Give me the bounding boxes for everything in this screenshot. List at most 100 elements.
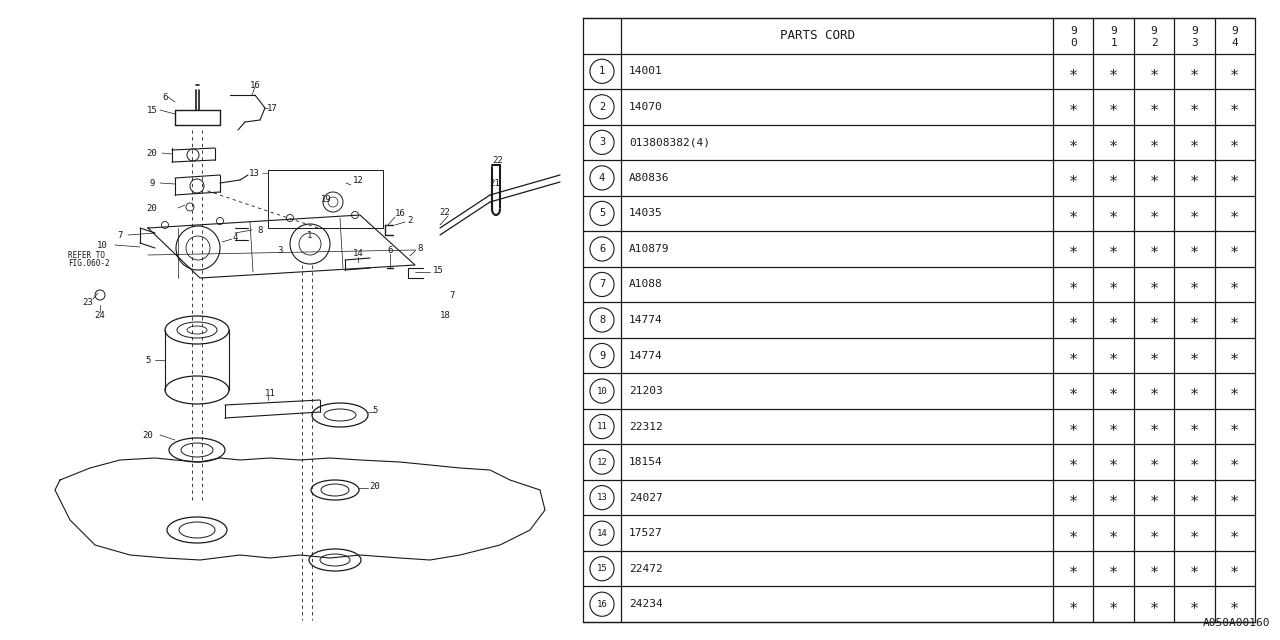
- Text: 10: 10: [96, 241, 108, 250]
- Text: 13: 13: [250, 168, 260, 177]
- Text: ∗: ∗: [1190, 454, 1199, 470]
- Text: ∗: ∗: [1149, 383, 1158, 399]
- Text: 14774: 14774: [628, 315, 663, 325]
- Text: ∗: ∗: [1149, 454, 1158, 470]
- Text: FIG.060-2: FIG.060-2: [68, 259, 110, 268]
- Text: 7: 7: [118, 230, 123, 239]
- Text: 16: 16: [394, 209, 406, 218]
- Text: ∗: ∗: [1069, 383, 1078, 399]
- Text: 15: 15: [596, 564, 608, 573]
- Text: ∗: ∗: [1108, 454, 1119, 470]
- Text: ∗: ∗: [1069, 312, 1078, 328]
- Text: ∗: ∗: [1069, 561, 1078, 576]
- Text: ∗: ∗: [1108, 419, 1119, 434]
- Text: 2: 2: [407, 216, 412, 225]
- Text: ∗: ∗: [1190, 419, 1199, 434]
- Text: ∗: ∗: [1190, 241, 1199, 257]
- Text: ∗: ∗: [1108, 277, 1119, 292]
- Text: 17: 17: [266, 104, 278, 113]
- Text: ∗: ∗: [1149, 99, 1158, 115]
- Text: 20: 20: [147, 148, 157, 157]
- Text: ∗: ∗: [1069, 170, 1078, 186]
- Text: ∗: ∗: [1149, 135, 1158, 150]
- Text: REFER TO: REFER TO: [68, 250, 105, 259]
- Text: 14774: 14774: [628, 351, 663, 360]
- Text: ∗: ∗: [1230, 454, 1239, 470]
- Text: 3: 3: [599, 138, 605, 147]
- Text: ∗: ∗: [1190, 64, 1199, 79]
- Text: ∗: ∗: [1190, 170, 1199, 186]
- Text: ∗: ∗: [1190, 348, 1199, 363]
- Text: ∗: ∗: [1149, 348, 1158, 363]
- Text: ∗: ∗: [1230, 596, 1239, 612]
- Text: ∗: ∗: [1149, 561, 1158, 576]
- Text: ∗: ∗: [1230, 99, 1239, 115]
- Text: ∗: ∗: [1069, 525, 1078, 541]
- Text: 12: 12: [352, 175, 364, 184]
- Text: ∗: ∗: [1149, 490, 1158, 505]
- Text: 14035: 14035: [628, 209, 663, 218]
- Text: ∗: ∗: [1230, 135, 1239, 150]
- Text: 6: 6: [163, 93, 168, 102]
- Text: 22: 22: [439, 207, 451, 216]
- Text: 7: 7: [599, 280, 605, 289]
- Text: 13: 13: [596, 493, 608, 502]
- Text: ∗: ∗: [1069, 419, 1078, 434]
- Text: ∗: ∗: [1149, 525, 1158, 541]
- Text: 2: 2: [1151, 38, 1157, 48]
- Text: ∗: ∗: [1108, 241, 1119, 257]
- Text: ∗: ∗: [1108, 99, 1119, 115]
- Text: ∗: ∗: [1149, 206, 1158, 221]
- Text: 9: 9: [1151, 26, 1157, 36]
- Text: 24027: 24027: [628, 493, 663, 502]
- Text: ∗: ∗: [1190, 99, 1199, 115]
- Text: ∗: ∗: [1108, 64, 1119, 79]
- Text: ∗: ∗: [1108, 596, 1119, 612]
- Text: ∗: ∗: [1069, 241, 1078, 257]
- Text: 7: 7: [449, 291, 454, 300]
- Text: ∗: ∗: [1190, 596, 1199, 612]
- Text: ∗: ∗: [1108, 170, 1119, 186]
- Text: 11: 11: [596, 422, 608, 431]
- Text: 22312: 22312: [628, 422, 663, 431]
- Text: ∗: ∗: [1230, 525, 1239, 541]
- Text: ∗: ∗: [1230, 419, 1239, 434]
- Text: 2: 2: [599, 102, 605, 112]
- Text: 6: 6: [599, 244, 605, 254]
- Text: ∗: ∗: [1230, 348, 1239, 363]
- Text: 8: 8: [257, 225, 262, 234]
- Text: ∗: ∗: [1190, 490, 1199, 505]
- Text: 9: 9: [1110, 26, 1117, 36]
- Text: 21203: 21203: [628, 386, 663, 396]
- Text: 4: 4: [599, 173, 605, 183]
- Text: ∗: ∗: [1149, 596, 1158, 612]
- Text: 9: 9: [599, 351, 605, 360]
- Text: 15: 15: [147, 106, 157, 115]
- Text: ∗: ∗: [1069, 596, 1078, 612]
- Text: ∗: ∗: [1230, 170, 1239, 186]
- Text: 12: 12: [596, 458, 608, 467]
- Text: 4: 4: [232, 232, 238, 241]
- Text: ∗: ∗: [1190, 206, 1199, 221]
- Text: 22: 22: [493, 156, 503, 164]
- Text: 14001: 14001: [628, 67, 663, 76]
- Text: 6: 6: [388, 246, 393, 255]
- Text: 15: 15: [433, 266, 443, 275]
- Text: 24234: 24234: [628, 599, 663, 609]
- Text: ∗: ∗: [1108, 312, 1119, 328]
- Text: 18154: 18154: [628, 457, 663, 467]
- Text: ∗: ∗: [1108, 561, 1119, 576]
- Text: 4: 4: [1231, 38, 1238, 48]
- Text: A10879: A10879: [628, 244, 669, 254]
- Text: ∗: ∗: [1190, 277, 1199, 292]
- Text: ∗: ∗: [1149, 64, 1158, 79]
- Text: ∗: ∗: [1230, 561, 1239, 576]
- Text: 14: 14: [596, 529, 608, 538]
- Text: 8: 8: [599, 315, 605, 325]
- Text: ∗: ∗: [1069, 277, 1078, 292]
- Text: ∗: ∗: [1230, 206, 1239, 221]
- Text: 0: 0: [1070, 38, 1076, 48]
- Text: ∗: ∗: [1108, 135, 1119, 150]
- Text: 5: 5: [146, 355, 151, 365]
- Text: ∗: ∗: [1190, 561, 1199, 576]
